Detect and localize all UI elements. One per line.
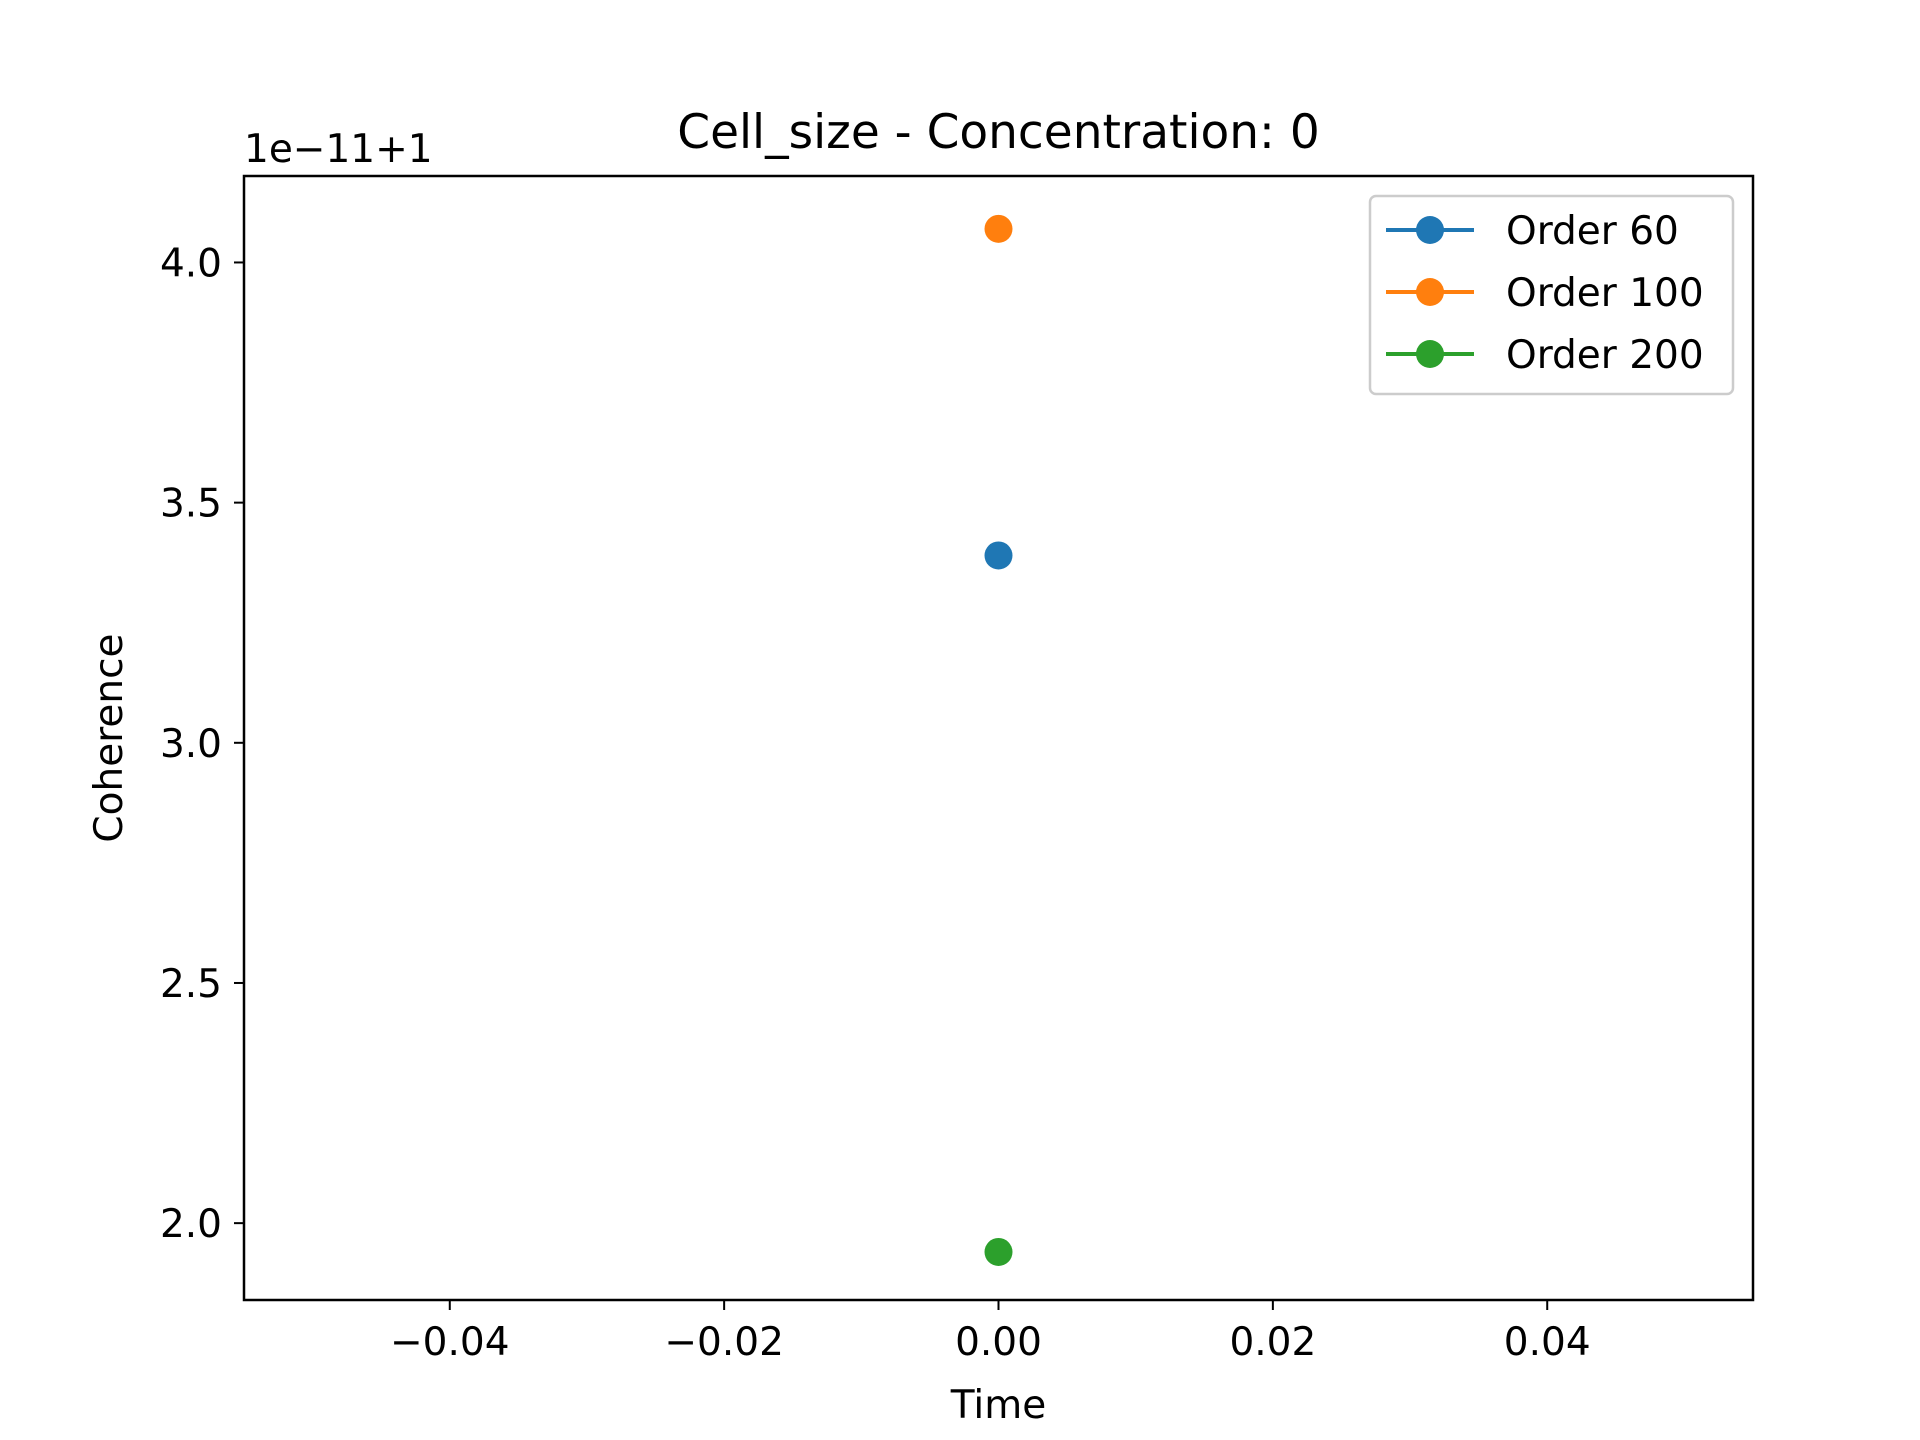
y-axis-label: Coherence (87, 633, 132, 842)
y-tick-label: 3.5 (160, 482, 222, 527)
x-axis: −0.04 −0.02 0.00 0.02 0.04 (390, 1300, 1591, 1365)
legend-marker (1416, 340, 1444, 368)
y-tick-label: 2.0 (160, 1202, 222, 1247)
x-tick-label: −0.02 (664, 1320, 784, 1365)
legend-label: Order 60 (1506, 209, 1679, 254)
y-axis-offset-label: 1e−11+1 (244, 127, 433, 172)
data-marks (984, 214, 1013, 1266)
x-tick-label: 0.00 (955, 1320, 1042, 1365)
x-tick-label: 0.02 (1229, 1320, 1316, 1365)
legend-label: Order 200 (1506, 333, 1704, 378)
legend-marker (1416, 216, 1444, 244)
legend-item: Order 200 (1386, 333, 1704, 378)
data-point (984, 1237, 1013, 1266)
chart-title: Cell_size - Concentration: 0 (677, 105, 1320, 160)
x-axis-label: Time (950, 1383, 1046, 1428)
legend-box (1368, 194, 1735, 396)
legend-item: Order 60 (1386, 209, 1679, 254)
y-tick-label: 2.5 (160, 962, 222, 1007)
y-tick-label: 3.0 (160, 722, 222, 767)
x-tick-label: −0.04 (390, 1320, 510, 1365)
x-tick-label: 0.04 (1504, 1320, 1591, 1365)
data-point (984, 214, 1013, 243)
y-axis: 2.0 2.5 3.0 3.5 4.0 (160, 241, 244, 1247)
legend-item: Order 100 (1386, 271, 1704, 316)
legend-label: Order 100 (1506, 271, 1704, 316)
legend-marker (1416, 278, 1444, 306)
y-tick-label: 4.0 (160, 241, 222, 286)
legend: Order 60 Order 100 Order 200 (1368, 194, 1735, 396)
data-point (984, 541, 1013, 570)
